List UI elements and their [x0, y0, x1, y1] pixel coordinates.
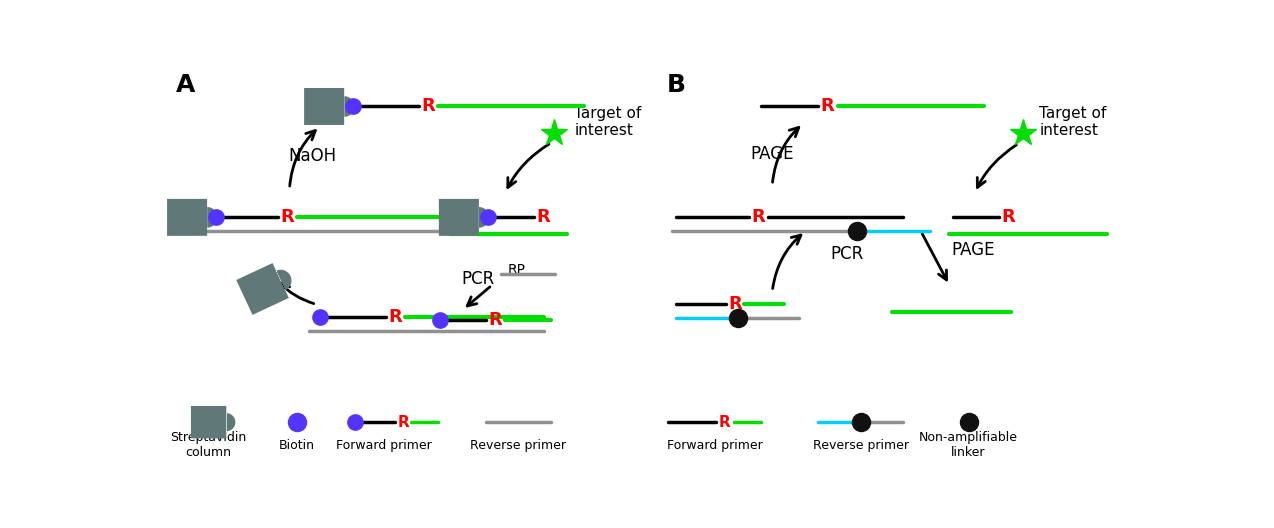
- Text: R: R: [752, 209, 766, 227]
- Text: Reverse primer: Reverse primer: [813, 439, 908, 452]
- Text: R: R: [536, 209, 550, 227]
- PathPatch shape: [304, 88, 354, 125]
- Text: Streptavidin
column: Streptavidin column: [171, 431, 247, 459]
- Text: Forward primer: Forward primer: [666, 439, 762, 452]
- PathPatch shape: [236, 263, 292, 315]
- Text: Target of
interest: Target of interest: [1040, 106, 1107, 138]
- Text: A: A: [176, 73, 196, 97]
- Text: Target of
interest: Target of interest: [575, 106, 642, 138]
- Text: PAGE: PAGE: [750, 145, 794, 163]
- Text: PCR: PCR: [831, 246, 864, 263]
- Text: R: R: [280, 209, 294, 227]
- Text: Biotin: Biotin: [279, 439, 315, 452]
- Text: PAGE: PAGE: [952, 241, 995, 259]
- Text: R: R: [729, 295, 743, 314]
- Text: R: R: [488, 311, 502, 329]
- Text: B: B: [666, 73, 685, 97]
- Text: NaOH: NaOH: [288, 147, 336, 165]
- Text: Reverse primer: Reverse primer: [470, 439, 566, 452]
- Text: R: R: [719, 414, 730, 430]
- PathPatch shape: [438, 199, 489, 236]
- PathPatch shape: [191, 406, 236, 438]
- Text: R: R: [397, 414, 409, 430]
- Text: PCR: PCR: [461, 270, 494, 288]
- Text: R: R: [422, 98, 434, 116]
- Text: Forward primer: Forward primer: [336, 439, 432, 452]
- PathPatch shape: [167, 199, 218, 236]
- Text: Non-amplifiable
linker: Non-amplifiable linker: [919, 431, 1018, 459]
- Text: R: R: [389, 308, 401, 326]
- Text: R: R: [1001, 209, 1015, 227]
- Text: RP: RP: [507, 263, 525, 277]
- Text: R: R: [820, 98, 834, 116]
